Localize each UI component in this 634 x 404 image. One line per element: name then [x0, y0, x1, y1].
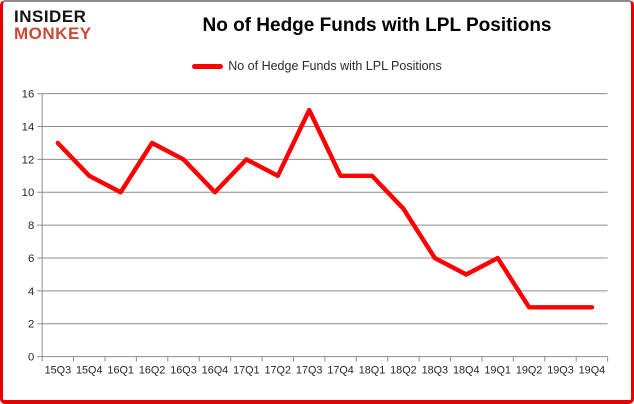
line-chart: 0 2 4 6 8 10 12 14 16 15Q3 15Q4 16Q1 16Q2 16Q3 16Q4 17Q…: [22, 89, 609, 376]
y-tick-label: 2: [28, 319, 34, 331]
y-tick-label: 12: [22, 154, 35, 166]
legend: No of Hedge Funds with LPL Positions: [3, 59, 631, 73]
x-tick-label: 17Q3: [296, 364, 323, 376]
y-tick-label: 6: [28, 253, 34, 265]
x-tick-label: 18Q2: [390, 364, 417, 376]
logo-line-monkey: MONKEY: [14, 23, 92, 43]
y-tick-label: 0: [28, 352, 34, 364]
y-tick-label: 14: [22, 121, 35, 133]
x-tick-label: 17Q1: [233, 364, 259, 376]
x-tick-label: 16Q4: [202, 364, 229, 376]
x-tick-label: 19Q4: [579, 364, 606, 376]
legend-label: No of Hedge Funds with LPL Positions: [228, 59, 442, 73]
x-tick-label: 17Q2: [265, 364, 292, 376]
x-tick-label: 16Q3: [170, 364, 197, 376]
y-tick-label: 8: [28, 220, 34, 232]
legend-line-swatch: [192, 63, 224, 69]
x-tick-label: 18Q3: [422, 364, 449, 376]
x-tick-label: 17Q4: [327, 364, 354, 376]
x-tick-label: 15Q4: [76, 364, 103, 376]
x-tick-label: 18Q1: [359, 364, 386, 376]
series-line: [55, 107, 595, 310]
chart-title: No of Hedge Funds with LPL Positions: [202, 15, 552, 36]
x-tick-label: 19Q2: [516, 364, 542, 376]
x-tick-label: 15Q3: [45, 364, 72, 376]
logo-line-insider: INSIDER: [14, 7, 87, 26]
x-tick-label: 19Q3: [547, 364, 574, 376]
y-tick-label: 16: [22, 89, 35, 101]
x-tick-label: 16Q2: [139, 364, 166, 376]
x-tick-label: 18Q4: [453, 364, 480, 376]
y-tick-label: 10: [22, 187, 35, 199]
x-tick-label: 19Q1: [484, 364, 510, 376]
x-tick-label: 16Q1: [107, 364, 134, 376]
y-tick-label: 4: [28, 286, 34, 298]
insider-monkey-logo: INSIDER MONKEY: [14, 7, 92, 43]
